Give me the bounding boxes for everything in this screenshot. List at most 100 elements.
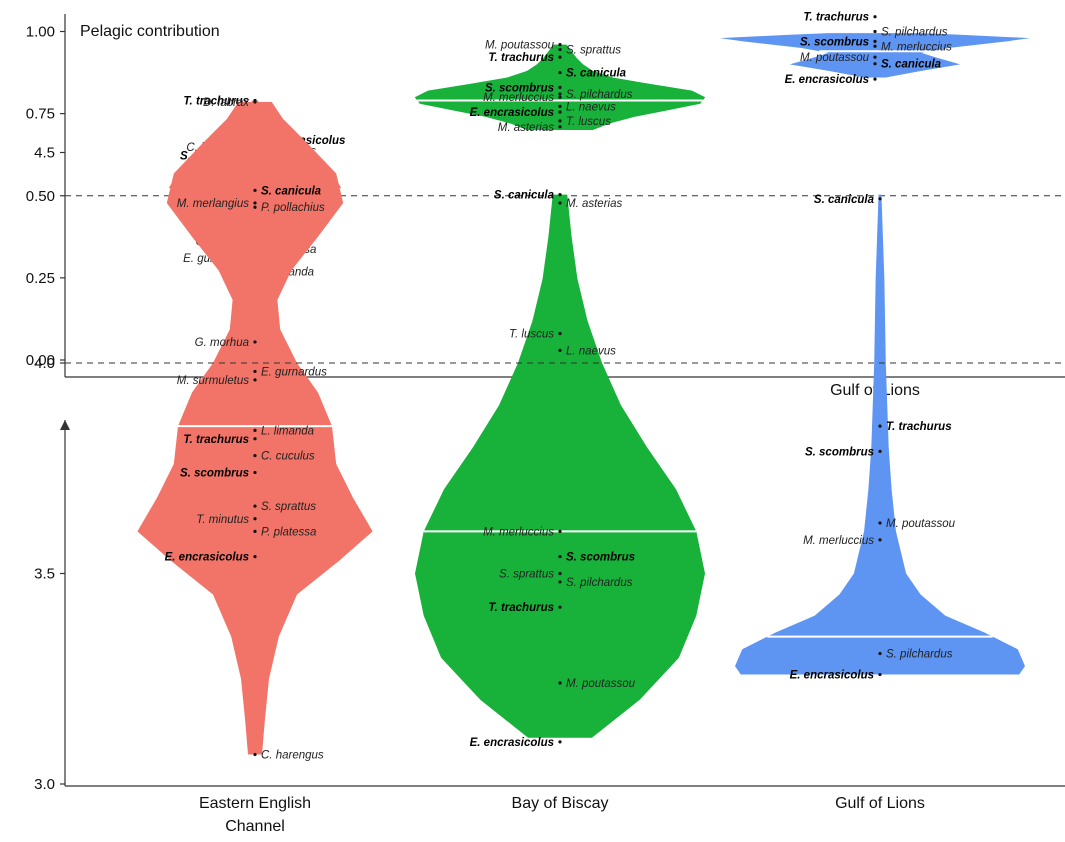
species-point (558, 529, 562, 534)
species-label: C. harengus (261, 750, 324, 762)
species-label: M. merluccius (483, 526, 554, 538)
species-label: M. merluccius (881, 41, 952, 53)
species-label: M. surmuletus (177, 375, 249, 387)
x-category-label: Gulf of Lions (835, 795, 925, 812)
species-label: S. scombrus (805, 446, 874, 458)
species-label: S. canicula (881, 59, 942, 71)
chart-title: Pelagic contribution (80, 23, 220, 40)
species-point (873, 62, 877, 66)
species-label: P. platessa (261, 526, 316, 538)
species-point (558, 55, 562, 59)
species-label: T. trachurus (803, 12, 869, 24)
species-point (253, 454, 257, 458)
species-point (558, 331, 562, 336)
species-point (878, 197, 882, 201)
species-point (253, 201, 257, 205)
species-point (878, 521, 882, 525)
y-tick-label: 3.0 (34, 776, 55, 793)
species-point (558, 95, 562, 99)
species-point (253, 470, 257, 475)
species-point (253, 188, 257, 192)
species-point (873, 44, 877, 48)
y-tick-label: 1.00 (26, 24, 55, 41)
species-point (253, 504, 257, 508)
species-label: S. scombrus (485, 82, 554, 94)
species-point (558, 201, 562, 205)
species-label: P. pollachius (261, 202, 325, 214)
species-label: S. canicula (566, 68, 627, 80)
violin-body (137, 101, 373, 755)
species-label: E. encrasicolus (470, 737, 554, 749)
violin-body (720, 33, 1030, 78)
species-label: E. encrasicolus (785, 74, 869, 86)
species-label: S. sprattus (261, 501, 316, 513)
species-point (253, 205, 257, 209)
species-point (558, 85, 562, 89)
species-point (558, 348, 562, 352)
species-point (873, 15, 877, 19)
species-point (558, 110, 562, 114)
species-label: S. scombrus (180, 467, 249, 479)
species-label: T. minutus (196, 514, 249, 526)
species-label: L. naevus (566, 101, 616, 113)
species-point (873, 39, 877, 43)
species-point (873, 55, 877, 59)
species-point (558, 571, 562, 576)
species-label: L. naevus (566, 345, 616, 357)
y-tick-label: 0.50 (26, 188, 55, 205)
violin-body (415, 194, 705, 738)
species-label: S. pilchardus (886, 648, 953, 660)
species-label: T. trachurus (183, 434, 249, 446)
species-label: M. asterias (566, 198, 622, 210)
species-label: S. pilchardus (566, 89, 633, 101)
y-tick-label: 0.00 (26, 352, 55, 369)
species-point (558, 193, 562, 197)
species-label: T. luscus (566, 116, 611, 128)
species-point (558, 43, 562, 47)
species-point (558, 125, 562, 129)
violin-body (735, 194, 1025, 675)
x-category-label: Bay of Biscay (512, 795, 609, 812)
species-point (558, 47, 562, 52)
species-label: M. poutassou (800, 52, 870, 64)
y-tick-label: 4.5 (34, 145, 55, 162)
species-label: S. pilchardus (566, 577, 633, 589)
species-label: D. labrax (203, 97, 250, 109)
species-point (878, 424, 882, 428)
species-label: M. merluccius (483, 92, 554, 104)
species-label: S. sprattus (566, 45, 621, 57)
species-label: E. encrasicolus (165, 552, 249, 564)
panel-trophic-level: 3.0 3.5 4.0 4.5 D. labrax S. canicula M. merla… (34, 97, 1065, 835)
species-point (253, 555, 257, 559)
y-tick-label: 3.5 (34, 566, 55, 583)
species-point (558, 681, 562, 685)
species-label: T. trachurus (488, 52, 554, 64)
species-point (253, 517, 257, 521)
species-label: E. encrasicolus (790, 670, 874, 682)
species-point (253, 100, 257, 104)
species-label: M. poutassou (886, 518, 956, 530)
x-category-label: Eastern English (199, 795, 311, 812)
species-point (558, 740, 562, 744)
species-label: M. asterias (498, 122, 554, 134)
species-point (558, 70, 562, 75)
x-category-label: Channel (225, 818, 285, 835)
y-tick-label: 0.25 (26, 270, 55, 287)
species-point (878, 538, 882, 542)
species-point (558, 580, 562, 584)
y-axis-arrow-icon (60, 420, 70, 430)
species-point (878, 672, 882, 677)
species-point (253, 529, 257, 534)
species-label: T. trachurus (886, 421, 952, 433)
species-label: L. limanda (261, 425, 314, 437)
species-point (253, 340, 257, 344)
species-point (873, 29, 877, 34)
species-label: S. canicula (261, 185, 322, 197)
species-point (558, 605, 562, 609)
species-point (878, 449, 882, 454)
species-label: M. poutassou (566, 678, 636, 690)
species-label: S. scombrus (566, 552, 635, 564)
species-label: S. scombrus (800, 36, 869, 48)
